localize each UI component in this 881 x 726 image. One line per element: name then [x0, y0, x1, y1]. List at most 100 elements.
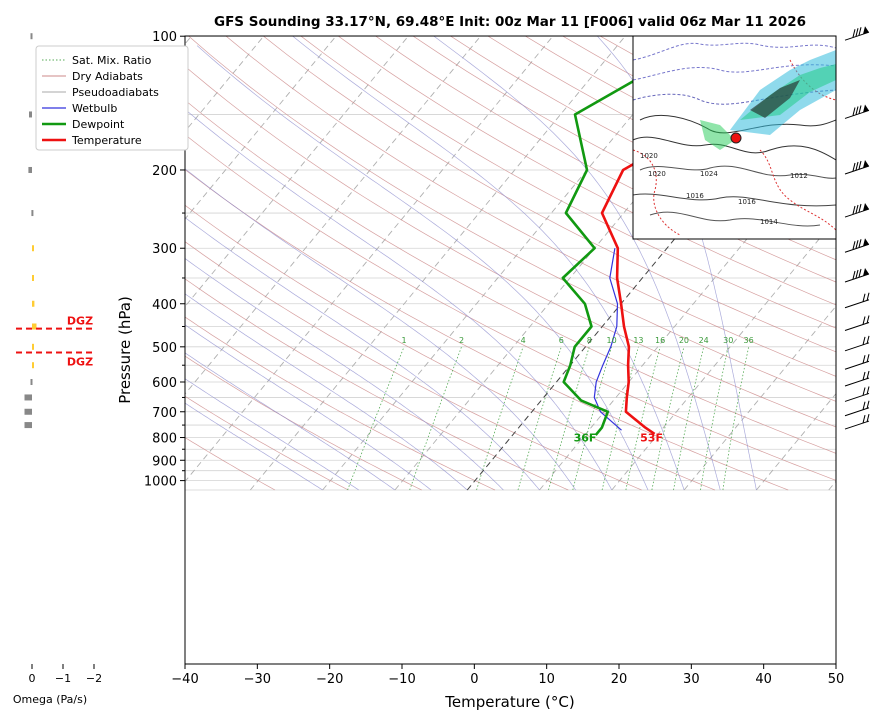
- map-contour-label: 1020: [648, 170, 666, 178]
- wind-barb-feather: [859, 105, 861, 113]
- mixing-ratio-label: 10: [606, 336, 616, 345]
- y-tick-label: 200: [152, 164, 177, 179]
- legend-entry: Temperature: [71, 134, 142, 147]
- wind-barb-feather: [863, 387, 865, 395]
- chart-title: GFS Sounding 33.17°N, 69.48°E Init: 00z …: [214, 14, 806, 30]
- mixing-ratio-label: 1: [402, 336, 407, 345]
- wind-barb-feather: [859, 269, 861, 277]
- omega-bar: [25, 422, 33, 428]
- wind-barb-staff: [845, 300, 869, 308]
- wind-barb-feather: [863, 316, 865, 324]
- legend-entry: Dry Adiabats: [72, 70, 143, 83]
- x-tick-label: 10: [538, 672, 555, 687]
- wind-barb-feather: [863, 294, 865, 302]
- y-tick-label: 400: [152, 298, 177, 313]
- y-tick-label: 500: [152, 341, 177, 356]
- x-tick-label: 0: [470, 672, 478, 687]
- mixing-ratio-label: 20: [679, 336, 689, 345]
- y-tick-label: 1000: [144, 475, 177, 490]
- map-contour-label: 1024: [700, 170, 718, 178]
- omega-bar: [25, 409, 33, 415]
- omega-bar: [31, 33, 33, 39]
- wind-barb-feather: [859, 161, 861, 169]
- wind-barb-staff: [845, 393, 869, 401]
- dgz-label: DGZ: [67, 315, 93, 328]
- legend-entry: Dewpoint: [72, 118, 125, 131]
- wind-barb-feather: [859, 239, 861, 247]
- wind-barb-feather: [856, 270, 858, 278]
- mixing-ratio-line: [723, 347, 749, 490]
- wind-barb-staff: [845, 408, 869, 416]
- mixing-ratio-label: 13: [633, 336, 643, 345]
- wind-barb-feather: [863, 415, 865, 423]
- wind-barb-feather: [853, 107, 855, 115]
- wind-barb-feather: [856, 205, 858, 213]
- mixing-ratio-label: 2: [459, 336, 464, 345]
- legend-entry: Wetbulb: [72, 102, 117, 115]
- omega-tick-label: 0: [29, 672, 36, 685]
- wind-barb-feather: [863, 402, 865, 410]
- wind-barb-staff: [845, 361, 869, 369]
- mixing-ratio-label: 30: [723, 336, 733, 345]
- omega-bar: [32, 275, 34, 281]
- wind-barb-feather: [853, 29, 855, 37]
- x-axis-label: Temperature (°C): [444, 693, 574, 711]
- surface-temperature-label: 53F: [640, 432, 663, 445]
- wind-barb-feather: [863, 372, 865, 380]
- wind-barb-feather: [863, 337, 865, 345]
- wind-barb-feather: [856, 28, 858, 36]
- mixing-ratio-line: [626, 347, 660, 490]
- x-tick-label: −20: [316, 672, 343, 687]
- legend-entry: Sat. Mix. Ratio: [72, 54, 152, 67]
- wind-barb-staff: [845, 343, 869, 351]
- x-tick-label: −10: [388, 672, 415, 687]
- wind-barb-feather: [853, 206, 855, 214]
- y-tick-label: 600: [152, 376, 177, 391]
- map-contour-label: 1020: [640, 152, 658, 160]
- map-contour-label: 1016: [738, 198, 756, 206]
- dgz-label: DGZ: [67, 356, 93, 369]
- mixing-ratio-label: 24: [699, 336, 709, 345]
- pseudoadiabat: [128, 121, 576, 490]
- omega-bar: [31, 210, 33, 216]
- wind-barb-feather: [859, 204, 861, 212]
- wind-barb-staff: [845, 421, 869, 429]
- mixing-ratio-line: [652, 347, 684, 490]
- y-tick-label: 700: [152, 406, 177, 421]
- wind-barb-feather: [856, 162, 858, 170]
- wind-barbs: [845, 26, 869, 429]
- x-tick-label: 30: [683, 672, 700, 687]
- legend-entry: Pseudoadiabats: [72, 86, 159, 99]
- omega-bar: [32, 344, 34, 350]
- inset-map: 1020 1024 1016 1020 1012 1014 1016: [633, 36, 836, 239]
- legend: Sat. Mix. Ratio Dry Adiabats Pseudoadiabat…: [36, 46, 188, 150]
- mixing-ratio-label: 8: [587, 336, 592, 345]
- wind-barb-feather: [856, 240, 858, 248]
- wind-barb-feather: [856, 106, 858, 114]
- map-contour-label: 1014: [760, 218, 778, 226]
- y-axis-label: Pressure (hPa): [116, 296, 134, 404]
- omega-bar: [32, 362, 34, 368]
- omega-bar: [32, 301, 34, 307]
- mixing-ratio-label: 16: [655, 336, 665, 345]
- map-contour-label: 1012: [790, 172, 808, 180]
- omega-bar: [25, 394, 33, 400]
- omega-axis-label: Omega (Pa/s): [13, 693, 87, 706]
- map-contour-label: 1016: [686, 192, 704, 200]
- x-tick-label: 20: [611, 672, 628, 687]
- x-tick-label: −30: [244, 672, 271, 687]
- x-tick-label: 50: [828, 672, 845, 687]
- isotherm-line: [829, 36, 881, 490]
- wind-barb-feather: [863, 355, 865, 363]
- mixing-ratio-label: 6: [559, 336, 564, 345]
- wind-barb-feather: [859, 27, 861, 35]
- y-tick-label: 900: [152, 454, 177, 469]
- omega-tick-label: −1: [55, 672, 71, 685]
- x-tick-label: 40: [755, 672, 772, 687]
- y-tick-label: 300: [152, 242, 177, 257]
- pseudoadiabat: [293, 36, 684, 490]
- mixing-ratio-label: 4: [521, 336, 526, 345]
